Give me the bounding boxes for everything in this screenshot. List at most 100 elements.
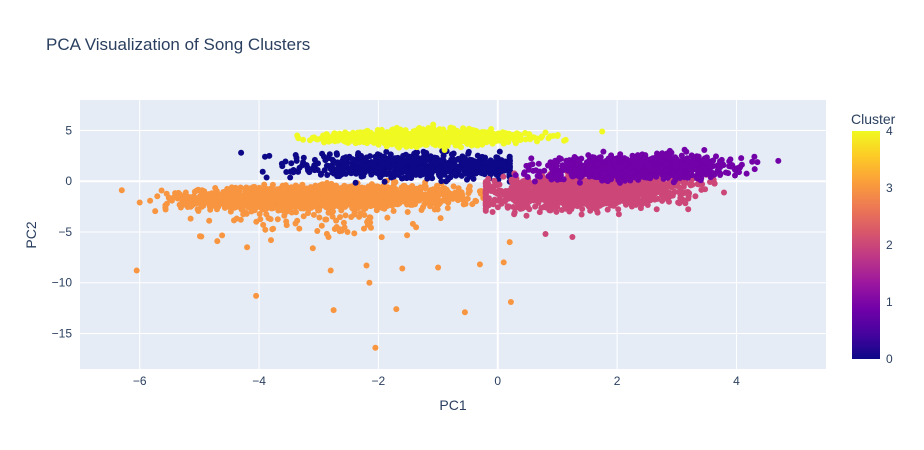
scatter-point — [209, 196, 216, 203]
scatter-point — [544, 182, 550, 189]
scatter-point — [191, 188, 198, 195]
scatter-point — [447, 195, 454, 202]
scatter-point — [293, 157, 300, 164]
scatter-point — [531, 178, 538, 185]
scatter-point — [535, 186, 542, 192]
scatter-point — [341, 224, 348, 231]
scatter-point — [283, 218, 290, 225]
scatter-point — [390, 208, 397, 214]
scatter-point — [368, 224, 374, 231]
scatter-point — [566, 194, 573, 201]
scatter-point — [589, 166, 596, 173]
scatter-point — [225, 196, 232, 203]
scatter-point — [571, 154, 578, 160]
scatter-point — [682, 200, 689, 207]
scatter-point — [738, 155, 745, 162]
scatter-point — [522, 201, 529, 208]
scatter-point — [566, 200, 573, 207]
scatter-point — [378, 160, 385, 167]
scatter-point — [615, 211, 622, 218]
scatter-point — [440, 152, 447, 159]
scatter-point — [548, 176, 555, 183]
scatter-point — [576, 186, 583, 193]
scatter-point — [623, 187, 630, 193]
scatter-point — [324, 179, 330, 186]
scatter-point — [372, 165, 379, 172]
scatter-point — [593, 199, 600, 206]
scatter-point — [338, 171, 345, 178]
scatter-point — [320, 195, 327, 202]
scatter-point — [226, 186, 233, 193]
scatter-point — [651, 196, 658, 203]
scatter-point — [485, 175, 492, 182]
scatter-point — [404, 191, 411, 198]
scatter-point — [434, 167, 441, 174]
scatter-point — [412, 196, 418, 203]
scatter-point — [560, 176, 567, 183]
scatter-point — [381, 178, 388, 185]
scatter-point — [257, 194, 264, 201]
scatter-point — [415, 192, 421, 199]
scatter-point — [663, 161, 670, 168]
scatter-point — [195, 207, 202, 213]
scatter-point — [528, 155, 535, 162]
scatter-point — [372, 196, 379, 203]
scatter-point — [354, 188, 361, 195]
scatter-point — [367, 195, 374, 202]
scatter-point — [383, 156, 390, 163]
scatter-point — [420, 148, 427, 155]
scatter-point — [628, 169, 635, 176]
scatter-point — [187, 197, 194, 204]
scatter-point — [417, 165, 424, 172]
scatter-point — [558, 191, 565, 198]
scatter-point — [496, 148, 503, 155]
scatter-point — [702, 168, 709, 174]
scatter-point — [269, 181, 276, 188]
scatter-point — [287, 168, 294, 175]
scatter-point — [658, 164, 665, 170]
scatter-point — [666, 198, 672, 205]
scatter-point — [356, 213, 363, 220]
scatter-point — [301, 194, 308, 200]
scatter-point — [585, 203, 592, 210]
scatter-point — [512, 204, 519, 211]
scatter-point — [406, 172, 413, 179]
scatter-point — [638, 157, 645, 164]
scatter-point — [400, 198, 407, 205]
scatter-point — [701, 147, 708, 153]
scatter-point — [231, 204, 238, 211]
scatter-point — [219, 232, 226, 239]
scatter-point — [668, 162, 675, 169]
scatter-point — [353, 205, 360, 212]
scatter-point — [162, 204, 169, 211]
scatter-point — [158, 187, 165, 194]
scatter-point — [552, 201, 559, 207]
scatter-point — [256, 211, 263, 217]
scatter-point — [735, 168, 742, 175]
scatter-point — [370, 160, 377, 167]
scatter-point — [688, 152, 695, 159]
scatter-point — [500, 161, 507, 168]
scatter-point — [639, 170, 646, 177]
scatter-point — [708, 164, 715, 171]
scatter-point — [334, 165, 341, 172]
scatter-point — [612, 198, 619, 205]
scatter-point — [613, 186, 620, 193]
scatter-point — [709, 169, 716, 176]
scatter-point — [393, 186, 400, 193]
scatter-point — [541, 203, 548, 210]
scatter-point — [743, 170, 750, 177]
scatter-point — [640, 186, 647, 193]
scatter-point — [480, 164, 487, 171]
scatter-point — [224, 203, 231, 209]
scatter-point — [506, 158, 513, 165]
scatter-point — [220, 189, 227, 195]
scatter-point — [292, 204, 299, 210]
scatter-point — [526, 162, 533, 169]
scatter-point — [482, 180, 489, 187]
scatter-point — [596, 154, 603, 161]
scatter-point — [520, 181, 527, 188]
scatter-point — [569, 173, 576, 180]
scatter-point — [575, 198, 582, 205]
scatter-point — [264, 205, 270, 212]
